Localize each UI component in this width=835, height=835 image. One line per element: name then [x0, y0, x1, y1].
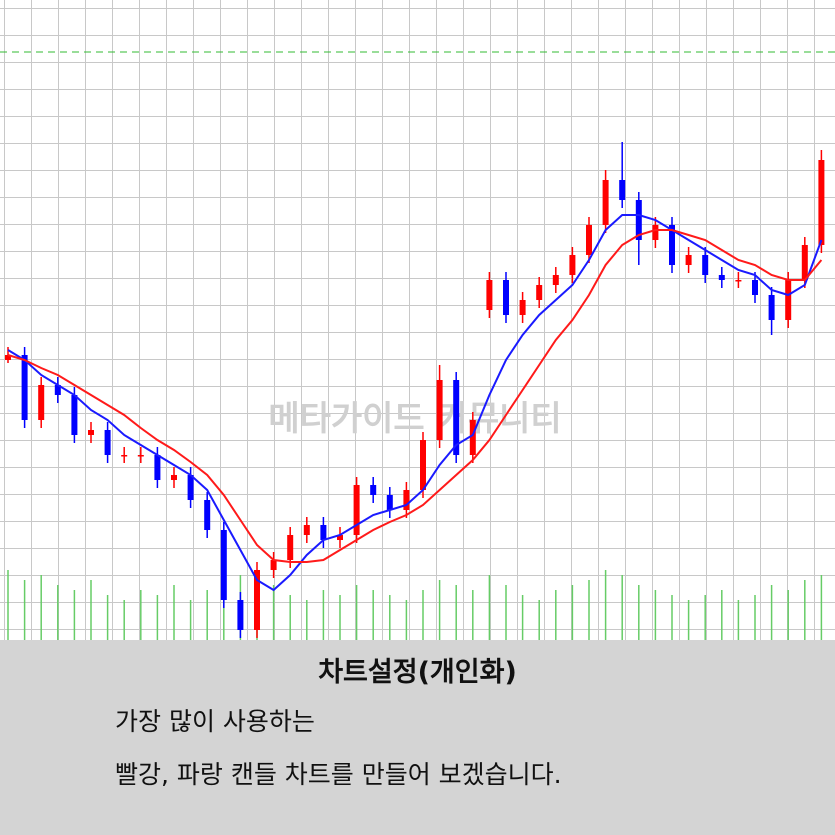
candle-body	[718, 275, 725, 280]
candle-body	[171, 475, 177, 480]
candle-body	[337, 535, 343, 540]
candle-body	[270, 560, 277, 570]
candle-body	[320, 525, 327, 540]
candle-body	[420, 440, 426, 490]
candle-body	[702, 255, 709, 275]
candle-body	[519, 300, 526, 315]
candle-body	[386, 495, 393, 510]
candle-body	[801, 245, 808, 280]
candle-body	[71, 395, 78, 435]
candle-body	[137, 455, 144, 457]
candle-body	[5, 355, 11, 360]
candle-body	[768, 295, 775, 320]
candle-body	[469, 420, 476, 455]
candle-body	[187, 475, 194, 500]
candle-body	[220, 530, 227, 600]
candle-body	[303, 525, 310, 535]
chart-panel: 메타가이드 커뮤니티	[0, 0, 835, 640]
candle-body	[88, 430, 94, 435]
candle-body	[254, 570, 260, 630]
candle-body	[536, 285, 543, 300]
moving-average	[7, 229, 823, 563]
candle-body	[54, 385, 61, 395]
candle-body	[685, 255, 692, 265]
candle-body	[818, 160, 825, 245]
caption-line: 가장 많이 사용하는	[115, 707, 315, 736]
candle-body	[486, 280, 493, 310]
candle-body	[21, 355, 28, 420]
candle-body	[154, 455, 161, 480]
candle-body	[619, 180, 626, 200]
watermark: 메타가이드 커뮤니티	[268, 399, 561, 439]
candle-body	[453, 380, 460, 455]
candle-body	[669, 225, 675, 265]
candle-body	[752, 280, 758, 295]
candle-body	[586, 225, 592, 255]
candle-body	[602, 180, 609, 225]
candle-body	[735, 280, 742, 282]
caption-panel: 차트설정(개인화) 가장 많이 사용하는 빨강, 파랑 캔들 차트를 만들어 보…	[0, 640, 835, 835]
candle-body	[121, 455, 128, 457]
candle-body	[652, 225, 659, 240]
candle-body	[237, 600, 244, 630]
candle-body	[204, 500, 211, 530]
candle-body	[38, 385, 45, 420]
candle-body	[370, 485, 377, 495]
candle-body	[436, 380, 443, 440]
candle-body	[785, 280, 792, 320]
chart: 메타가이드 커뮤니티	[0, 51, 835, 640]
caption-line: 빨강, 파랑 캔들 차트를 만들어 보겠습니다.	[115, 760, 562, 789]
candle-body	[403, 490, 410, 510]
candle-body	[104, 430, 111, 455]
candle-body	[635, 200, 642, 240]
candle-body	[287, 535, 294, 560]
candle-body	[353, 485, 360, 535]
candle-body	[552, 275, 559, 285]
moving-average	[7, 214, 823, 592]
candle-body	[569, 255, 576, 275]
caption-title: 차트설정(개인화)	[318, 657, 517, 688]
candle-body	[503, 280, 509, 315]
